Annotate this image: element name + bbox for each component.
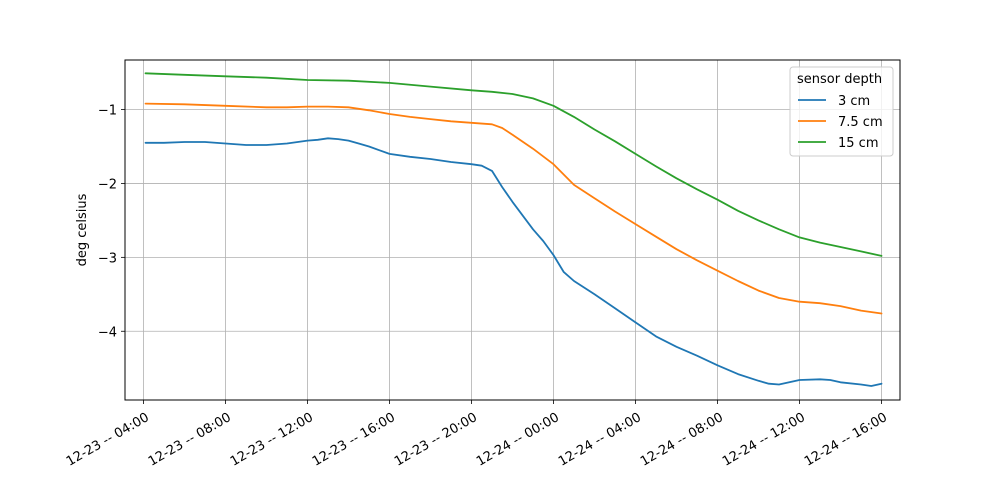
- legend-label: 3 cm: [838, 94, 870, 109]
- series-line-7-5-cm: [144, 102, 883, 315]
- legend-label: 15 cm: [838, 136, 879, 151]
- legend-title: sensor depth: [797, 72, 882, 87]
- series-line-15-cm: [144, 72, 883, 257]
- y-tick-label: −4: [98, 325, 117, 340]
- series-line-3-cm: [144, 137, 883, 387]
- y-tick-label: −1: [98, 104, 117, 119]
- series-lines: [144, 72, 883, 387]
- y-tick-label: −3: [98, 251, 117, 266]
- y-axis-label: deg celsius: [75, 193, 90, 266]
- plot-frame: [124, 59, 901, 401]
- y-tick-label: −2: [98, 177, 117, 192]
- legend-label: 7.5 cm: [838, 115, 883, 130]
- legend-items: 3 cm 7.5 cm 15 cm: [798, 94, 883, 151]
- legend: sensor depth 3 cm 7.5 cm 15 cm: [789, 66, 894, 157]
- legend-box: [789, 66, 894, 157]
